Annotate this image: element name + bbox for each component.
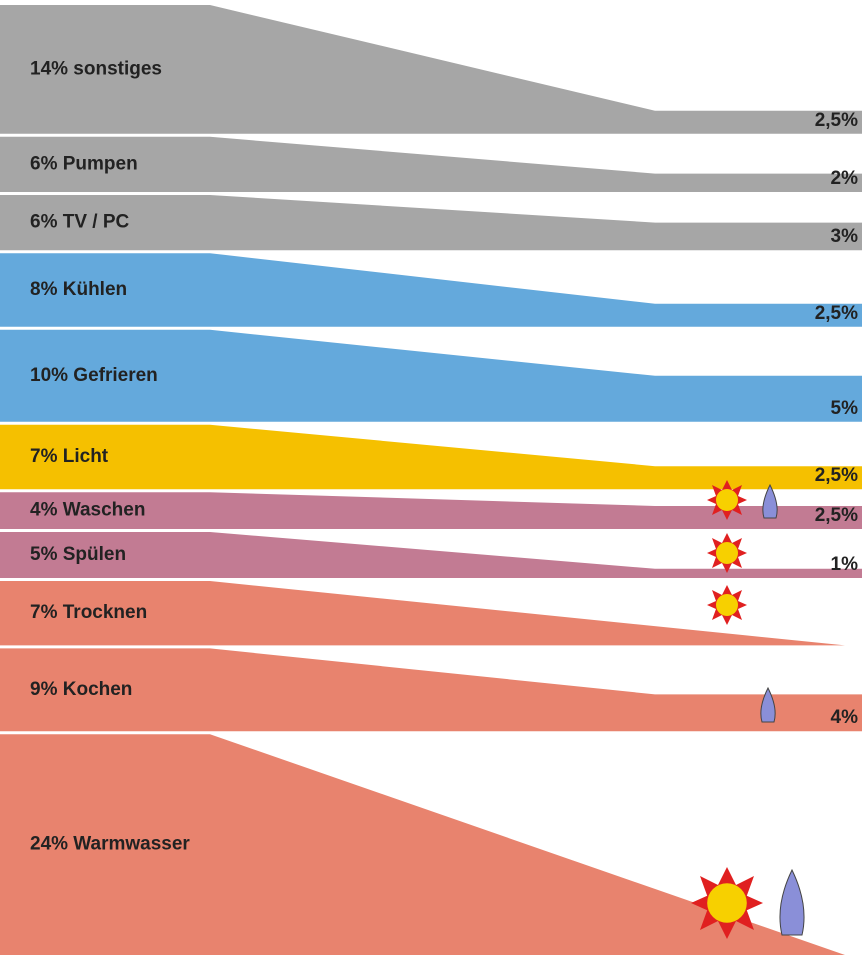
- row-label: 14% sonstiges: [30, 58, 162, 79]
- row-label: 9% Kochen: [30, 679, 132, 700]
- reduced-label: 4%: [831, 707, 859, 728]
- flame-icon: [762, 483, 778, 519]
- row-label: 7% Licht: [30, 446, 109, 467]
- row-label: 10% Gefrieren: [30, 365, 158, 386]
- band: [0, 581, 845, 646]
- reduced-label: 1%: [831, 554, 859, 575]
- band: [0, 532, 862, 578]
- band: [0, 648, 862, 732]
- row-label: 4% Waschen: [30, 500, 145, 521]
- reduced-label: 3%: [831, 226, 859, 247]
- band: [0, 136, 862, 192]
- decoration: [691, 480, 805, 939]
- row-label: 6% Pumpen: [30, 153, 138, 174]
- row-label: 24% Warmwasser: [30, 834, 190, 855]
- row-label: 6% TV / PC: [30, 212, 130, 233]
- band: [0, 329, 862, 422]
- band: [0, 195, 862, 251]
- reduced-label: 2,5%: [815, 303, 858, 324]
- reduced-label: 2,5%: [815, 465, 858, 486]
- row-label: 5% Spülen: [30, 544, 126, 565]
- band: [0, 253, 862, 327]
- bands: [0, 5, 862, 955]
- band: [0, 5, 862, 134]
- band: [0, 734, 845, 955]
- row-label: 8% Kühlen: [30, 279, 127, 300]
- sun-icon: [707, 480, 747, 520]
- row-label: 7% Trocknen: [30, 602, 147, 623]
- sun-icon: [707, 585, 747, 625]
- sun-icon: [707, 533, 747, 573]
- reduced-label: 2,5%: [815, 110, 858, 131]
- flame-icon: [760, 686, 776, 723]
- band: [0, 492, 862, 529]
- reduced-label: 2%: [831, 168, 859, 189]
- flame-icon: [779, 868, 805, 936]
- reduced-label: 5%: [831, 398, 859, 419]
- reduced-label: 2,5%: [815, 505, 858, 526]
- sun-icon: [691, 867, 763, 939]
- band: [0, 424, 862, 490]
